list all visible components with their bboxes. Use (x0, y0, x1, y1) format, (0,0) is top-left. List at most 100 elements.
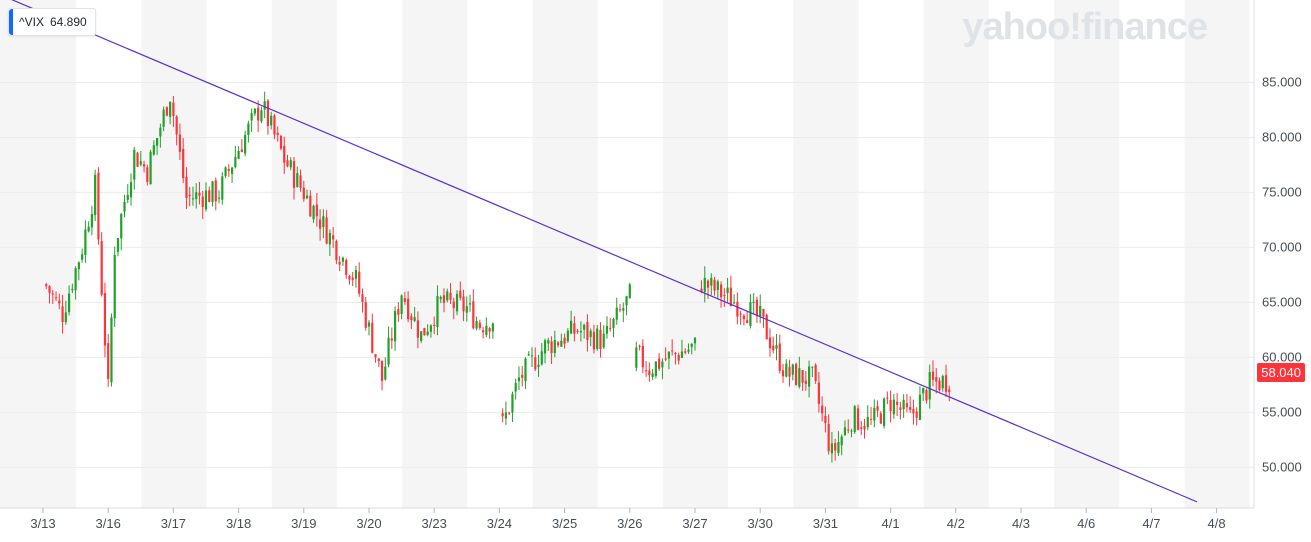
candle-body (706, 280, 710, 288)
candle-body (840, 436, 843, 446)
candle-body (45, 284, 48, 287)
candle-body (830, 443, 834, 454)
candle-body (224, 167, 227, 176)
candle-body (684, 351, 687, 353)
candle-body (351, 277, 354, 280)
candle-body (918, 394, 922, 420)
x-tick-label: 4/2 (947, 516, 965, 531)
candle-body (110, 317, 113, 383)
candle-body (915, 411, 918, 418)
candle-body (566, 330, 569, 342)
candle-body (850, 430, 853, 432)
candle-body (377, 358, 380, 362)
y-tick-label: 60.000 (1262, 349, 1302, 364)
candle-body (837, 442, 840, 454)
candle-body (899, 407, 902, 411)
x-tick-label: 3/26 (617, 516, 642, 531)
candle-body (638, 345, 641, 347)
candle-body (573, 323, 576, 334)
x-tick-label: 3/27 (682, 516, 707, 531)
candle-body (103, 293, 107, 346)
candle-body (90, 213, 93, 228)
candle-body (279, 135, 283, 149)
candle-body (58, 300, 61, 304)
candle-body (250, 113, 253, 121)
day-band (1184, 0, 1250, 508)
candle-body (817, 382, 820, 404)
candle-body (364, 302, 367, 328)
candle-body (808, 366, 811, 387)
candle-body (94, 174, 97, 216)
candle-body (191, 198, 195, 200)
candle-body (521, 374, 524, 378)
candle-body (811, 366, 814, 368)
candle-body (635, 347, 638, 368)
candle-body (410, 316, 413, 321)
candle-body (152, 145, 155, 155)
candle-body (762, 308, 765, 317)
x-tick-label: 3/23 (422, 516, 447, 531)
candle-body (612, 318, 615, 328)
candle-body (879, 413, 882, 424)
candle-body (142, 164, 146, 167)
y-tick-label: 70.000 (1262, 239, 1302, 254)
candle-body (51, 293, 54, 295)
x-tick-label: 3/30 (748, 516, 773, 531)
candle-body (690, 343, 693, 347)
candle-body (322, 216, 325, 228)
candle-body (925, 389, 928, 401)
candle-body (645, 370, 648, 372)
y-tick-label: 50.000 (1262, 459, 1302, 474)
candle-body (413, 317, 416, 321)
candle-body (922, 388, 925, 394)
candle-body (169, 101, 172, 117)
candle-body (658, 358, 661, 369)
candle-body (579, 330, 582, 333)
candle-body (759, 305, 762, 317)
candle-body (596, 328, 599, 349)
candle-body (263, 101, 266, 110)
candle-body (602, 333, 605, 348)
candle-body (664, 358, 667, 360)
ticker-badge[interactable]: ^VIX 64.890 (8, 8, 96, 36)
candle-body (325, 217, 328, 244)
candle-body (527, 354, 530, 356)
candle-body (931, 371, 935, 380)
candle-body (524, 358, 527, 382)
candle-body (560, 340, 563, 347)
candle-body (283, 145, 286, 163)
day-band (532, 0, 598, 508)
candle-body (821, 405, 824, 414)
candle-body (361, 294, 364, 303)
day-band (1054, 0, 1120, 508)
candle-body (439, 296, 442, 300)
candle-body (794, 363, 798, 386)
candle-body (785, 363, 788, 377)
candle-body (81, 254, 84, 260)
last-price-tag: 58.040 (1257, 363, 1305, 382)
candle-body (348, 276, 351, 280)
candle-body (465, 306, 468, 313)
candle-body (775, 345, 778, 349)
candle-body (511, 394, 514, 413)
candle-body (869, 418, 873, 420)
candle-body (768, 337, 772, 349)
candle-body (674, 353, 677, 355)
x-tick-label: 3/19 (291, 516, 316, 531)
candle-body (889, 400, 892, 412)
candle-body (345, 260, 348, 275)
candle-body (912, 409, 915, 414)
candle-body (742, 315, 745, 320)
candle-body (133, 149, 136, 180)
candle-body (403, 298, 406, 302)
candle-body (543, 340, 547, 354)
x-tick-label: 4/6 (1077, 516, 1095, 531)
candle-body (814, 364, 817, 382)
candle-body (61, 306, 64, 322)
candle-body (296, 173, 299, 188)
candle-body (139, 161, 142, 165)
candle-body (136, 152, 139, 167)
candle-body (380, 360, 384, 381)
candle-body (384, 366, 387, 380)
